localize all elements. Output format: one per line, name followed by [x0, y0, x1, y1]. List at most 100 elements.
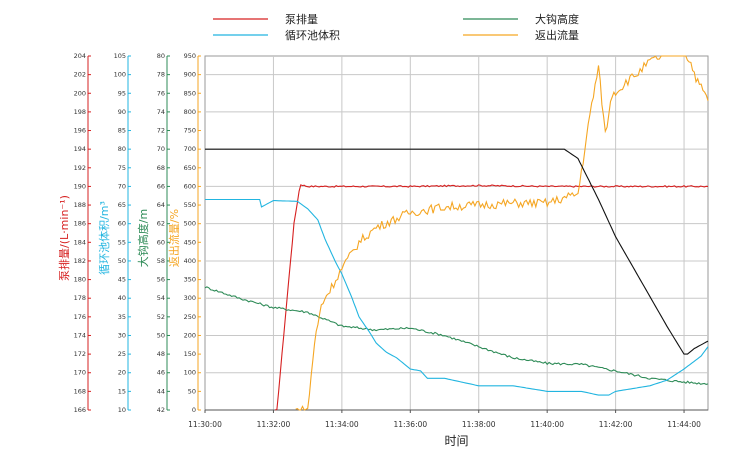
series-line-2 [205, 198, 709, 396]
y-tick-label: 550 [184, 201, 196, 209]
y-axis-hook: 42 44 46 48 50 52 54 56 58 60 62 64 66 68 70 72 74 76 78 80… [136, 52, 170, 414]
y-tick-label: 200 [74, 89, 86, 97]
legend-item: 循环池体积 [213, 28, 340, 42]
y-tick-label: 80 [157, 52, 165, 60]
y-tick-label: 60 [118, 220, 126, 228]
y-tick-label: 85 [118, 127, 126, 135]
x-tick-label: 11:44:00 [667, 420, 701, 429]
y-tick-label: 174 [74, 331, 86, 339]
y-tick-label: 35 [118, 313, 126, 321]
y-tick-label: 150 [184, 350, 196, 358]
y-tick-label: 166 [74, 406, 86, 414]
y-tick-label: 80 [118, 145, 126, 153]
series [204, 55, 709, 411]
legend-label: 大钩高度 [535, 12, 579, 26]
y-tick-label: 30 [118, 331, 126, 339]
series-line-4 [205, 148, 709, 355]
y-tick-label: 50 [118, 257, 126, 265]
y-tick-label: 650 [184, 164, 196, 172]
y-tick-label: 168 [74, 387, 86, 395]
y-tick-label: 500 [184, 220, 196, 228]
y-tick-label: 55 [118, 238, 126, 246]
x-tick-label: 11:30:00 [188, 420, 222, 429]
x-tick-label: 11:38:00 [462, 420, 496, 429]
y-tick-label: 700 [184, 145, 196, 153]
y-tick-label: 95 [118, 89, 126, 97]
y-tick-label: 58 [157, 257, 165, 265]
y-tick-label: 90 [118, 108, 126, 116]
plot-frame [204, 55, 709, 411]
y-tick-label: 105 [114, 52, 126, 60]
y-tick-label: 78 [157, 71, 165, 79]
y-tick-label: 176 [74, 313, 86, 321]
y-tick-label: 60 [157, 238, 165, 246]
y-tick-label: 100 [184, 369, 196, 377]
y-tick-label: 75 [118, 164, 126, 172]
y-tick-label: 204 [74, 52, 86, 60]
y-tick-label: 300 [184, 294, 196, 302]
y-tick-label: 20 [118, 369, 126, 377]
y-tick-label: 184 [74, 238, 86, 246]
y-tick-label: 65 [118, 201, 126, 209]
y-tick-label: 62 [157, 220, 165, 228]
y-tick-label: 186 [74, 220, 86, 228]
x-axis: 11:30:00 11:32:00 11:34:00 11:36:00 11:38:00… [188, 409, 708, 448]
series-line-1 [204, 286, 709, 385]
y-tick-label: 25 [118, 350, 126, 358]
series-line-3 [295, 55, 709, 411]
y-tick-label: 52 [157, 313, 165, 321]
legend-label: 泵排量 [285, 12, 318, 26]
y-tick-label: 42 [157, 406, 165, 414]
legend-item: 泵排量 [213, 12, 318, 26]
y-axis-title: 返出流量/% [167, 209, 181, 267]
y-axis-pool: 10 15 20 25 30 35 40 45 50 55 60 65 70 75 80 85 90 95 100 1… [97, 52, 131, 414]
y-tick-label: 170 [74, 369, 86, 377]
y-axis-title: 大钩高度/m [136, 209, 150, 267]
y-axis-title: 循环池体积/m³ [97, 201, 111, 275]
y-tick-label: 70 [118, 182, 126, 190]
y-tick-label: 48 [157, 350, 165, 358]
y-tick-label: 10 [118, 406, 126, 414]
y-tick-label: 76 [157, 89, 165, 97]
y-tick-label: 188 [74, 201, 86, 209]
y-tick-label: 15 [118, 387, 126, 395]
y-tick-label: 70 [157, 145, 165, 153]
legend-label: 循环池体积 [285, 28, 340, 42]
y-tick-label: 100 [114, 71, 126, 79]
y-tick-label: 198 [74, 108, 86, 116]
x-tick-label: 11:40:00 [530, 420, 564, 429]
y-tick-label: 194 [74, 145, 86, 153]
y-tick-label: 950 [184, 52, 196, 60]
x-tick-label: 11:36:00 [393, 420, 427, 429]
grid [204, 55, 709, 411]
y-tick-label: 44 [157, 387, 165, 395]
y-tick-label: 50 [157, 331, 165, 339]
y-tick-label: 400 [184, 257, 196, 265]
y-tick-label: 800 [184, 108, 196, 116]
y-tick-label: 72 [157, 127, 165, 135]
x-tick-label: 11:34:00 [325, 420, 359, 429]
y-tick-label: 450 [184, 238, 196, 246]
y-tick-label: 192 [74, 164, 86, 172]
y-tick-label: 200 [184, 331, 196, 339]
y-tick-label: 196 [74, 127, 86, 135]
series-line-0 [274, 184, 709, 411]
y-tick-label: 750 [184, 127, 196, 135]
y-tick-label: 190 [74, 182, 86, 190]
y-tick-label: 850 [184, 89, 196, 97]
y-tick-label: 900 [184, 71, 196, 79]
y-tick-label: 50 [188, 387, 196, 395]
y-tick-label: 178 [74, 294, 86, 302]
y-tick-label: 202 [74, 71, 86, 79]
y-tick-label: 350 [184, 276, 196, 284]
y-tick-label: 66 [157, 182, 165, 190]
y-axis-flow: 0 50 100 150 200 250 300 350 400 450 500 550 600 650 7… [167, 52, 201, 414]
y-tick-label: 250 [184, 313, 196, 321]
y-tick-label: 172 [74, 350, 86, 358]
y-tick-label: 56 [157, 276, 165, 284]
legend-item: 大钩高度 [463, 12, 579, 26]
x-axis-title: 时间 [444, 434, 468, 448]
y-tick-label: 68 [157, 164, 165, 172]
